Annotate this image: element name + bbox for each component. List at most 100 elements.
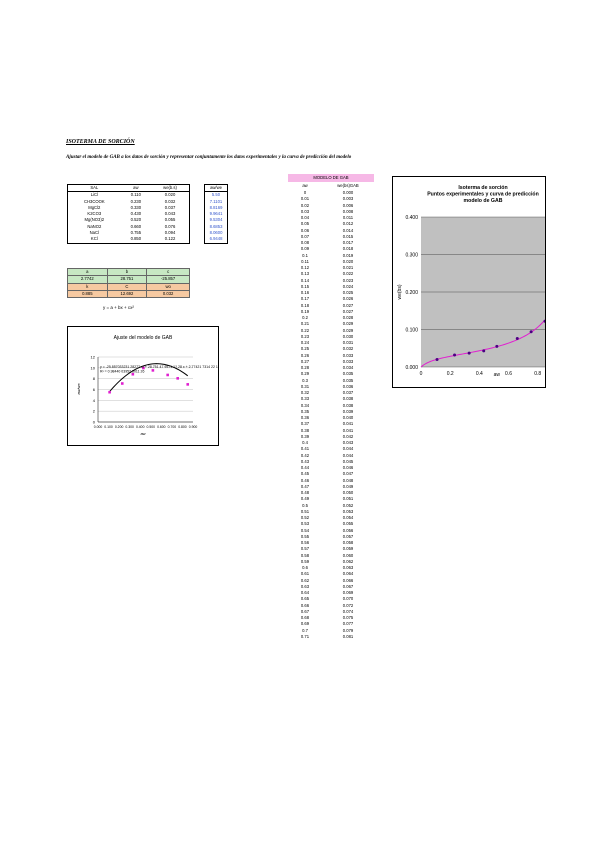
list-item: 0.47 0.049: [288, 484, 374, 490]
y-tick-label: 2: [93, 409, 96, 414]
table-row: 5.50: [205, 192, 228, 199]
gab-we-value: 0.017: [342, 240, 354, 245]
gab-we-value: 0.059: [342, 546, 354, 552]
gab-aw-value: 0.21: [300, 321, 310, 327]
list-item: 0.7 0.079: [288, 628, 374, 634]
gab-aw-value: 0.38: [300, 427, 310, 433]
ratio-value: 9.9641: [209, 211, 223, 217]
gab-we-value: 0.018: [342, 246, 354, 252]
y-tick-label: 0.300: [405, 253, 418, 259]
list-item: 0.01 0.003: [288, 196, 374, 202]
coef-value-k: 0.885: [67, 289, 108, 299]
table-row: 6.9448: [205, 236, 228, 243]
quadratic-equation: y = a + bx + cx²: [103, 305, 134, 310]
gab-table-title: MODELO DE GAB: [288, 174, 374, 182]
gab-we-value: 0.069: [342, 590, 354, 595]
gab-we-value: 0.038: [342, 402, 354, 408]
list-item: 0.09 0.018: [288, 246, 374, 252]
list-item: 0.2 0.028: [288, 315, 374, 321]
gab-aw-value: 0.36: [300, 415, 310, 420]
gab-we-value: 0.063: [342, 565, 354, 570]
x-tick-label: 0.100: [104, 425, 113, 429]
ratio-value: 5.50: [211, 192, 221, 198]
list-item: 0.52 0.054: [288, 515, 374, 521]
ratio-value: 8.0600: [209, 230, 223, 236]
list-item: 0.67 0.074: [288, 609, 374, 615]
gab-aw-value: 0.64: [300, 590, 310, 595]
gab-we-value: 0.077: [342, 621, 354, 627]
table-row: 8.6853: [205, 224, 228, 230]
y-axis-label: we(bs): [397, 284, 403, 299]
gab-aw-value: 0.67: [300, 608, 310, 614]
gab-we-value: 0.015: [342, 233, 354, 239]
data-point: [151, 369, 155, 372]
gab-aw-value: 0.69: [300, 621, 310, 627]
gab-we-value: 0.039: [342, 408, 354, 414]
x-tick-label: 0.800: [178, 425, 187, 429]
gab-aw-value: 0.16: [300, 290, 310, 295]
gab-aw-value: 0.54: [300, 527, 310, 533]
chart-title-line: Puntos experimentales y curva de predicc…: [427, 192, 539, 198]
col-header-aw: aw: [120, 184, 152, 193]
gab-model-table: MODELO DE GAB aw we(bs)GAB 0 0.000 0.01 0.0…: [288, 174, 374, 640]
we-value: 0.020: [164, 192, 176, 198]
list-item: 0.08 0.017: [288, 240, 374, 246]
y-axis-label: aw/we: [76, 383, 81, 395]
table-row: KCl 0.850 0.122: [68, 236, 190, 243]
gab-aw-value: 0.33: [300, 396, 310, 402]
y-tick-label: 0.000: [405, 365, 418, 371]
we-value: 0.037: [164, 204, 176, 210]
r-squared-label: R² = 0.98440 03952 3011 26: [100, 370, 144, 374]
gab-we-value: 0.047: [342, 471, 354, 477]
gab-we-value: 0.012: [342, 221, 354, 227]
gab-we-value: 0.079: [342, 627, 354, 633]
data-point: [482, 349, 486, 353]
gab-aw-value: 0.06: [300, 227, 310, 233]
list-item: 0.26 0.033: [288, 353, 374, 359]
gab-we-value: 0.020: [342, 258, 354, 264]
table-row: 9.5304: [205, 217, 228, 223]
table-row: 7.1101: [205, 199, 228, 205]
gab-aw-value: 0.39: [300, 433, 310, 439]
gab-we-value: 0.037: [342, 390, 354, 395]
gab-we-value: 0.081: [342, 633, 354, 639]
gab-aw-value: 0.07: [300, 233, 310, 239]
y-tick-label: 0.100: [405, 328, 418, 334]
ratio-value: 8.8169: [209, 204, 223, 210]
y-tick-label: 0.400: [405, 215, 418, 221]
gab-aw-value: 0.52: [300, 515, 310, 520]
gab-aw-value: 0.42: [300, 452, 310, 458]
data-point: [120, 382, 124, 385]
list-item: 0.45 0.047: [288, 471, 374, 477]
table-row: NaCl 0.755 0.094: [68, 230, 190, 236]
coef-value-C: 12.692: [106, 289, 148, 299]
gab-we-value: 0.040: [342, 415, 354, 420]
y-tick-label: 10: [91, 365, 96, 370]
gab-we-value: 0.038: [342, 396, 354, 402]
x-tick-label: 0.2: [447, 371, 454, 377]
gab-we-value: 0.055: [342, 521, 354, 527]
gab-we-value: 0.000: [342, 190, 354, 195]
y-tick-label: 0.200: [405, 290, 418, 296]
gab-aw-value: 0.45: [300, 471, 310, 477]
list-item: 0.38 0.041: [288, 428, 374, 434]
we-value: 0.076: [164, 223, 176, 229]
gab-we-value: 0.051: [342, 496, 354, 502]
list-item: 0.03 0.008: [288, 209, 374, 215]
gab-we-value: 0.049: [342, 483, 354, 489]
gab-aw-value: 0.18: [300, 302, 310, 308]
list-item: 0.68 0.075: [288, 615, 374, 621]
data-point: [435, 358, 439, 361]
gab-aw-value: 0.23: [300, 333, 310, 339]
gab-aw-value: 0.29: [300, 371, 310, 377]
gab-aw-value: 0.6: [302, 565, 308, 570]
gab-we-value: 0.030: [342, 333, 354, 339]
list-item: 0.63 0.067: [288, 584, 374, 590]
list-item: 0.59 0.062: [288, 559, 374, 565]
gab-we-value: 0.066: [342, 577, 354, 583]
list-item: 0.41 0.044: [288, 446, 374, 452]
gab-aw-value: 0.08: [300, 240, 310, 245]
gab-aw-value: 0.46: [300, 477, 310, 483]
data-point: [529, 330, 533, 334]
